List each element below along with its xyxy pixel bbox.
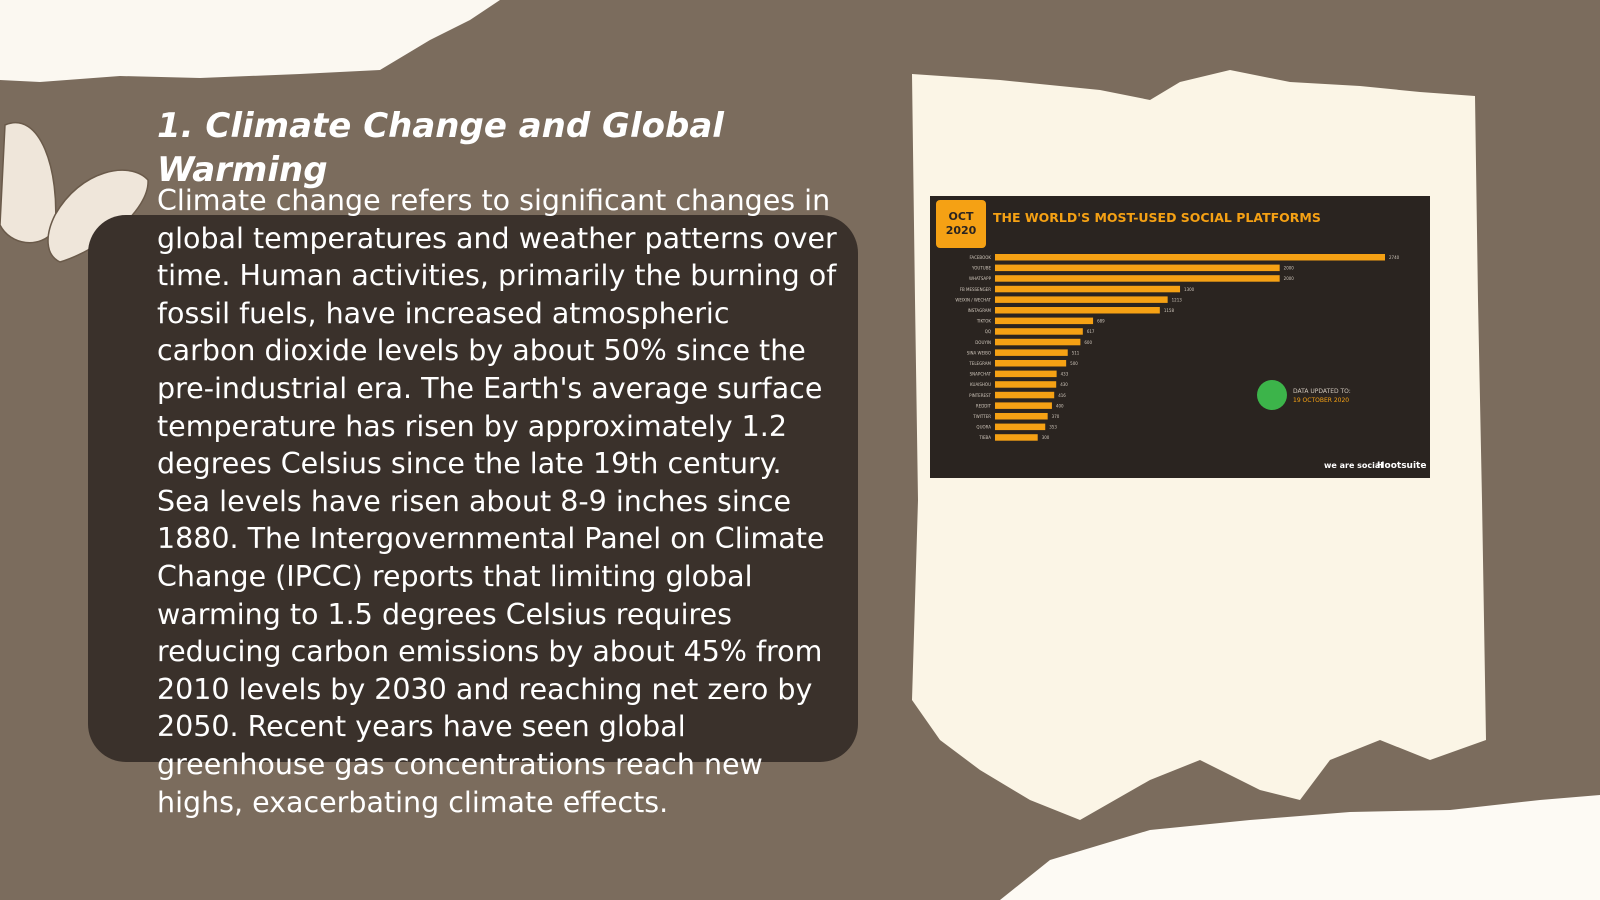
bar-value-label: 433 [1061, 372, 1069, 377]
bar [995, 402, 1052, 409]
bar [995, 391, 1055, 399]
bar-category-label: YOUTUBE [971, 266, 991, 271]
bar [995, 317, 1094, 325]
bar [995, 254, 1385, 261]
bar-value-label: 353 [1049, 425, 1057, 430]
slide-body: Climate change refers to significant cha… [157, 184, 837, 819]
update-date: 19 OCTOBER 2020 [1293, 397, 1349, 404]
slide-title: 1. Climate Change and Global Warming [157, 106, 724, 190]
update-label: DATA UPDATED TO: [1293, 388, 1351, 395]
badge-year: 2020 [946, 224, 977, 237]
bar-category-label: SINA WEIBO [967, 350, 991, 355]
bar-value-label: 500 [1070, 361, 1078, 366]
bar [995, 296, 1168, 303]
bar-category-label: QUORA [976, 425, 991, 430]
bar-value-label: 689 [1097, 319, 1105, 324]
bar-value-label: 1158 [1164, 308, 1175, 313]
bar [995, 413, 1048, 420]
bar-category-label: FACEBOOK [969, 255, 991, 260]
bar [995, 370, 1057, 378]
bar-value-label: 2000 [1284, 276, 1295, 281]
bar [995, 307, 1160, 314]
bar-value-label: 2000 [1284, 266, 1295, 271]
bar-category-label: TIEBA [978, 435, 991, 440]
bar-value-label: 617 [1087, 329, 1095, 334]
update-icon [1257, 380, 1287, 410]
bar-value-label: 400 [1056, 403, 1064, 408]
bar-category-label: TWITTER [972, 414, 991, 419]
bar [995, 275, 1280, 282]
bar [995, 328, 1083, 335]
bar [995, 264, 1280, 272]
bar [995, 338, 1081, 346]
brand-hootsuite: Hootsuite [1377, 461, 1426, 471]
bar [995, 434, 1038, 441]
bar [995, 423, 1046, 431]
image-title: THE WORLD'S MOST-USED SOCIAL PLATFORMS [993, 210, 1321, 225]
bar-category-label: FB MESSENGER [960, 287, 992, 292]
bar-value-label: 1213 [1172, 297, 1183, 302]
bar-value-label: 600 [1084, 340, 1092, 345]
bar-category-label: SNAPCHAT [970, 372, 992, 377]
bar-category-label: PINTEREST [969, 393, 991, 398]
bar [995, 360, 1067, 367]
bar-category-label: WHATSAPP [969, 276, 992, 281]
bar-value-label: 430 [1060, 382, 1068, 387]
bar-category-label: INSTAGRAM [968, 308, 992, 313]
bar-category-label: TIKTOK [976, 319, 992, 324]
bar-category-label: KUAISHOU [970, 382, 991, 387]
bar [995, 381, 1057, 388]
bar [995, 285, 1181, 293]
bar-value-label: 300 [1042, 435, 1050, 440]
chart-image: OCT 2020 THE WORLD'S MOST-USED SOCIAL PL… [930, 196, 1430, 478]
bar-category-label: REDDIT [976, 403, 992, 408]
brand-we-are-social: we are social [1324, 461, 1383, 470]
text-panel [88, 215, 858, 762]
date-badge [936, 200, 986, 248]
bar-value-label: 2740 [1389, 255, 1400, 260]
badge-month: OCT [949, 210, 974, 223]
bar-value-label: 416 [1058, 393, 1066, 398]
bar-category-label: QQ [985, 329, 991, 334]
bar-value-label: 1300 [1184, 287, 1195, 292]
bar-category-label: TELEGRAM [968, 361, 991, 366]
bar-category-label: DOUYIN [975, 340, 991, 345]
bar [995, 349, 1068, 356]
chart-background [930, 196, 1430, 478]
bar-value-label: 511 [1072, 350, 1080, 355]
bar-value-label: 370 [1052, 414, 1060, 419]
bar-category-label: WEIXIN / WECHAT [955, 297, 991, 302]
